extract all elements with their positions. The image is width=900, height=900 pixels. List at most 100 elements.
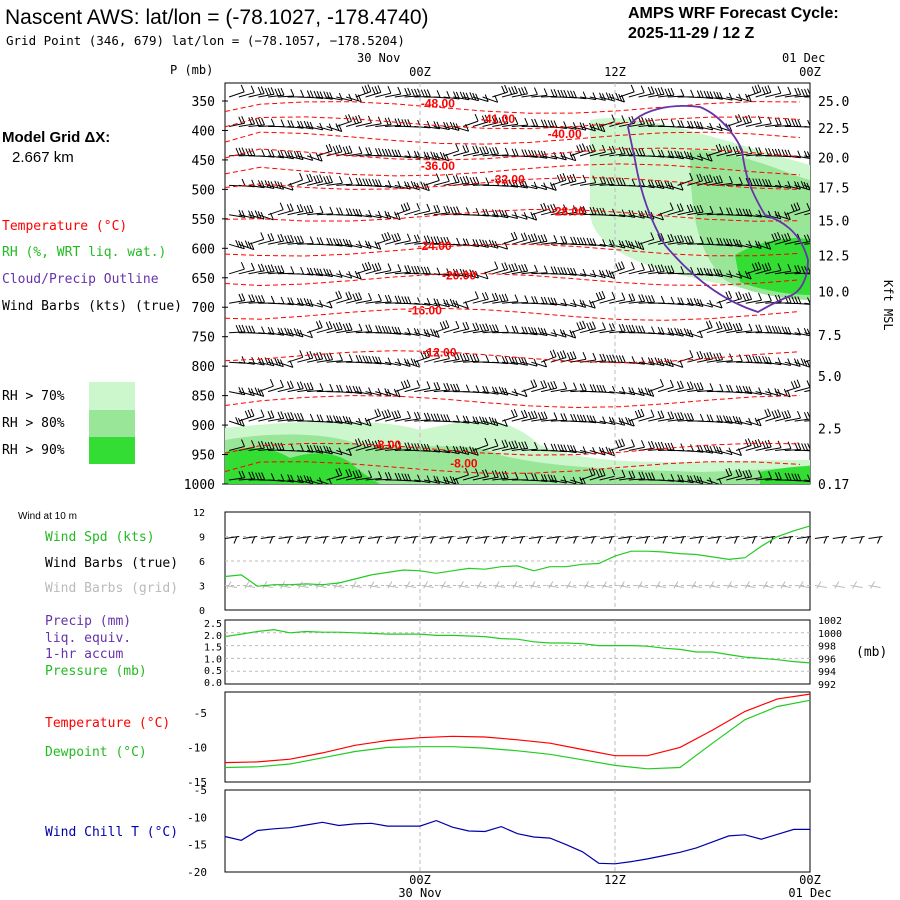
isotherm-label: -48.00 [421, 96, 455, 110]
pressure-tick-label: 600 [192, 242, 215, 257]
wind-barbs-true [225, 537, 883, 544]
wind-barb-true [654, 537, 668, 544]
wind-barb-grid [833, 582, 845, 589]
wind-barb [385, 264, 401, 274]
wind-barb [453, 145, 468, 156]
wind-barb [775, 442, 791, 451]
dewpoint-line [225, 700, 810, 769]
precip-left-tick: 1.0 [204, 654, 222, 665]
wind-barb [356, 147, 372, 156]
wind-barb-true [618, 537, 632, 544]
wind-chill-tick-label: -10 [187, 811, 207, 824]
pressure-line [225, 630, 810, 663]
wind-barb [658, 297, 674, 304]
wind-barb [278, 381, 294, 392]
wind-barb [629, 86, 644, 97]
wind-barb-true [368, 537, 382, 544]
wind-chill-tick-label: -5 [194, 784, 207, 797]
height-tick-label: 15.0 [818, 215, 849, 230]
pressure-right-tick: 996 [818, 654, 836, 665]
wind-barb [424, 205, 440, 215]
wind-barb-true [815, 537, 829, 544]
wind-barb-true [350, 537, 364, 544]
height-tick-label: 20.0 [818, 152, 849, 167]
wind-tick-label: 0 [199, 606, 205, 617]
wind-barb-true [833, 537, 847, 544]
precip-left-tick: 2.5 [204, 619, 222, 630]
wind-barb-true [440, 537, 454, 544]
wind-barb [639, 87, 655, 98]
date-top-right: 01 Dec [782, 51, 825, 65]
wind-barb-true [708, 537, 722, 544]
precip-legend: Precip (mm) [45, 614, 131, 629]
isotherm-label: -8.00 [374, 438, 402, 452]
model-grid-value: 2.667 km [12, 149, 74, 166]
pressure-right-tick: 994 [818, 667, 836, 678]
isotherm-label: -41.00 [481, 112, 515, 126]
time-tick-label: 00Z [409, 65, 431, 79]
grid-point-label: Grid Point (346, 679) lat/lon = (−78.105… [6, 33, 405, 48]
right-axis-title: Kft MSL [881, 280, 895, 331]
cross-section-content [225, 85, 820, 486]
wind-barb [297, 351, 313, 362]
precip-left-tick: 1.5 [204, 643, 222, 654]
wind-barb [395, 380, 410, 392]
wind-barb [395, 265, 411, 274]
wind-barb [541, 183, 556, 191]
temperature-legend: Temperature (°C) [45, 716, 170, 731]
wind-barb [229, 85, 244, 97]
wind-barb [609, 439, 624, 451]
pressure-tick-label: 750 [192, 331, 215, 346]
wind-barb [444, 175, 460, 185]
wind-barb-true [565, 537, 579, 544]
bottom-date-label: 30 Nov [398, 886, 441, 900]
temperature-tick-label: -5 [194, 707, 207, 720]
wind-barb [424, 382, 440, 391]
pressure-right-tick: 992 [818, 680, 836, 691]
wind-barb [405, 412, 421, 421]
wind-barb-true [690, 537, 704, 544]
pressure-tick-label: 700 [192, 301, 215, 316]
wind-barb [570, 321, 585, 333]
wind-barb-true [297, 537, 311, 544]
pressure-unit: (mb) [856, 645, 887, 660]
time-tick-label: 00Z [799, 65, 821, 79]
pressure-tick-label: 1000 [184, 478, 215, 493]
isotherm-label: -36.00 [421, 159, 455, 173]
bottom-time-label: 12Z [604, 873, 626, 887]
wind-barb-true [672, 537, 686, 544]
pressure-right-tick: 998 [818, 642, 836, 653]
wind-barb-true [726, 537, 740, 544]
wind-barb [229, 294, 245, 304]
wind-barb [775, 87, 791, 97]
wind-barb-grid [815, 582, 827, 589]
wind-barb [453, 322, 469, 333]
wind-barb [687, 351, 703, 362]
temperature-panel-frame [225, 692, 810, 782]
bottom-time-label: 00Z [409, 873, 431, 887]
wind-barbs-grid-legend: Wind Barbs (grid) [45, 581, 178, 596]
wind-barb [463, 291, 478, 303]
rh-80-label: RH > 80% [2, 416, 65, 431]
time-tick-label: 12Z [604, 65, 626, 79]
wind-tick-label: 3 [199, 582, 205, 593]
isotherm-label: -24.00 [418, 239, 452, 253]
forecast-cycle-value: 2025-11-29 / 12 Z [628, 25, 755, 42]
height-tick-label: 0.17 [818, 478, 849, 493]
height-tick-label: 10.0 [818, 285, 849, 300]
isotherm-label: -20.00 [442, 269, 476, 283]
wind-barb [366, 294, 382, 303]
wind-tick-label: 6 [199, 557, 205, 568]
wind-barb-true [779, 537, 793, 544]
wind-barb [561, 383, 577, 392]
wind-barb [492, 85, 507, 97]
wind-barb-true [797, 537, 811, 544]
wind-barb-true [583, 537, 597, 544]
wind-barb-true [261, 537, 275, 544]
pressure-tick-label: 800 [192, 360, 215, 375]
wind-barb [668, 381, 684, 392]
p-axis-title: P (mb) [170, 63, 213, 77]
wind-barb [502, 409, 517, 421]
forecast-cycle-label: AMPS WRF Forecast Cycle: [628, 5, 839, 22]
wind-barb [229, 210, 245, 218]
